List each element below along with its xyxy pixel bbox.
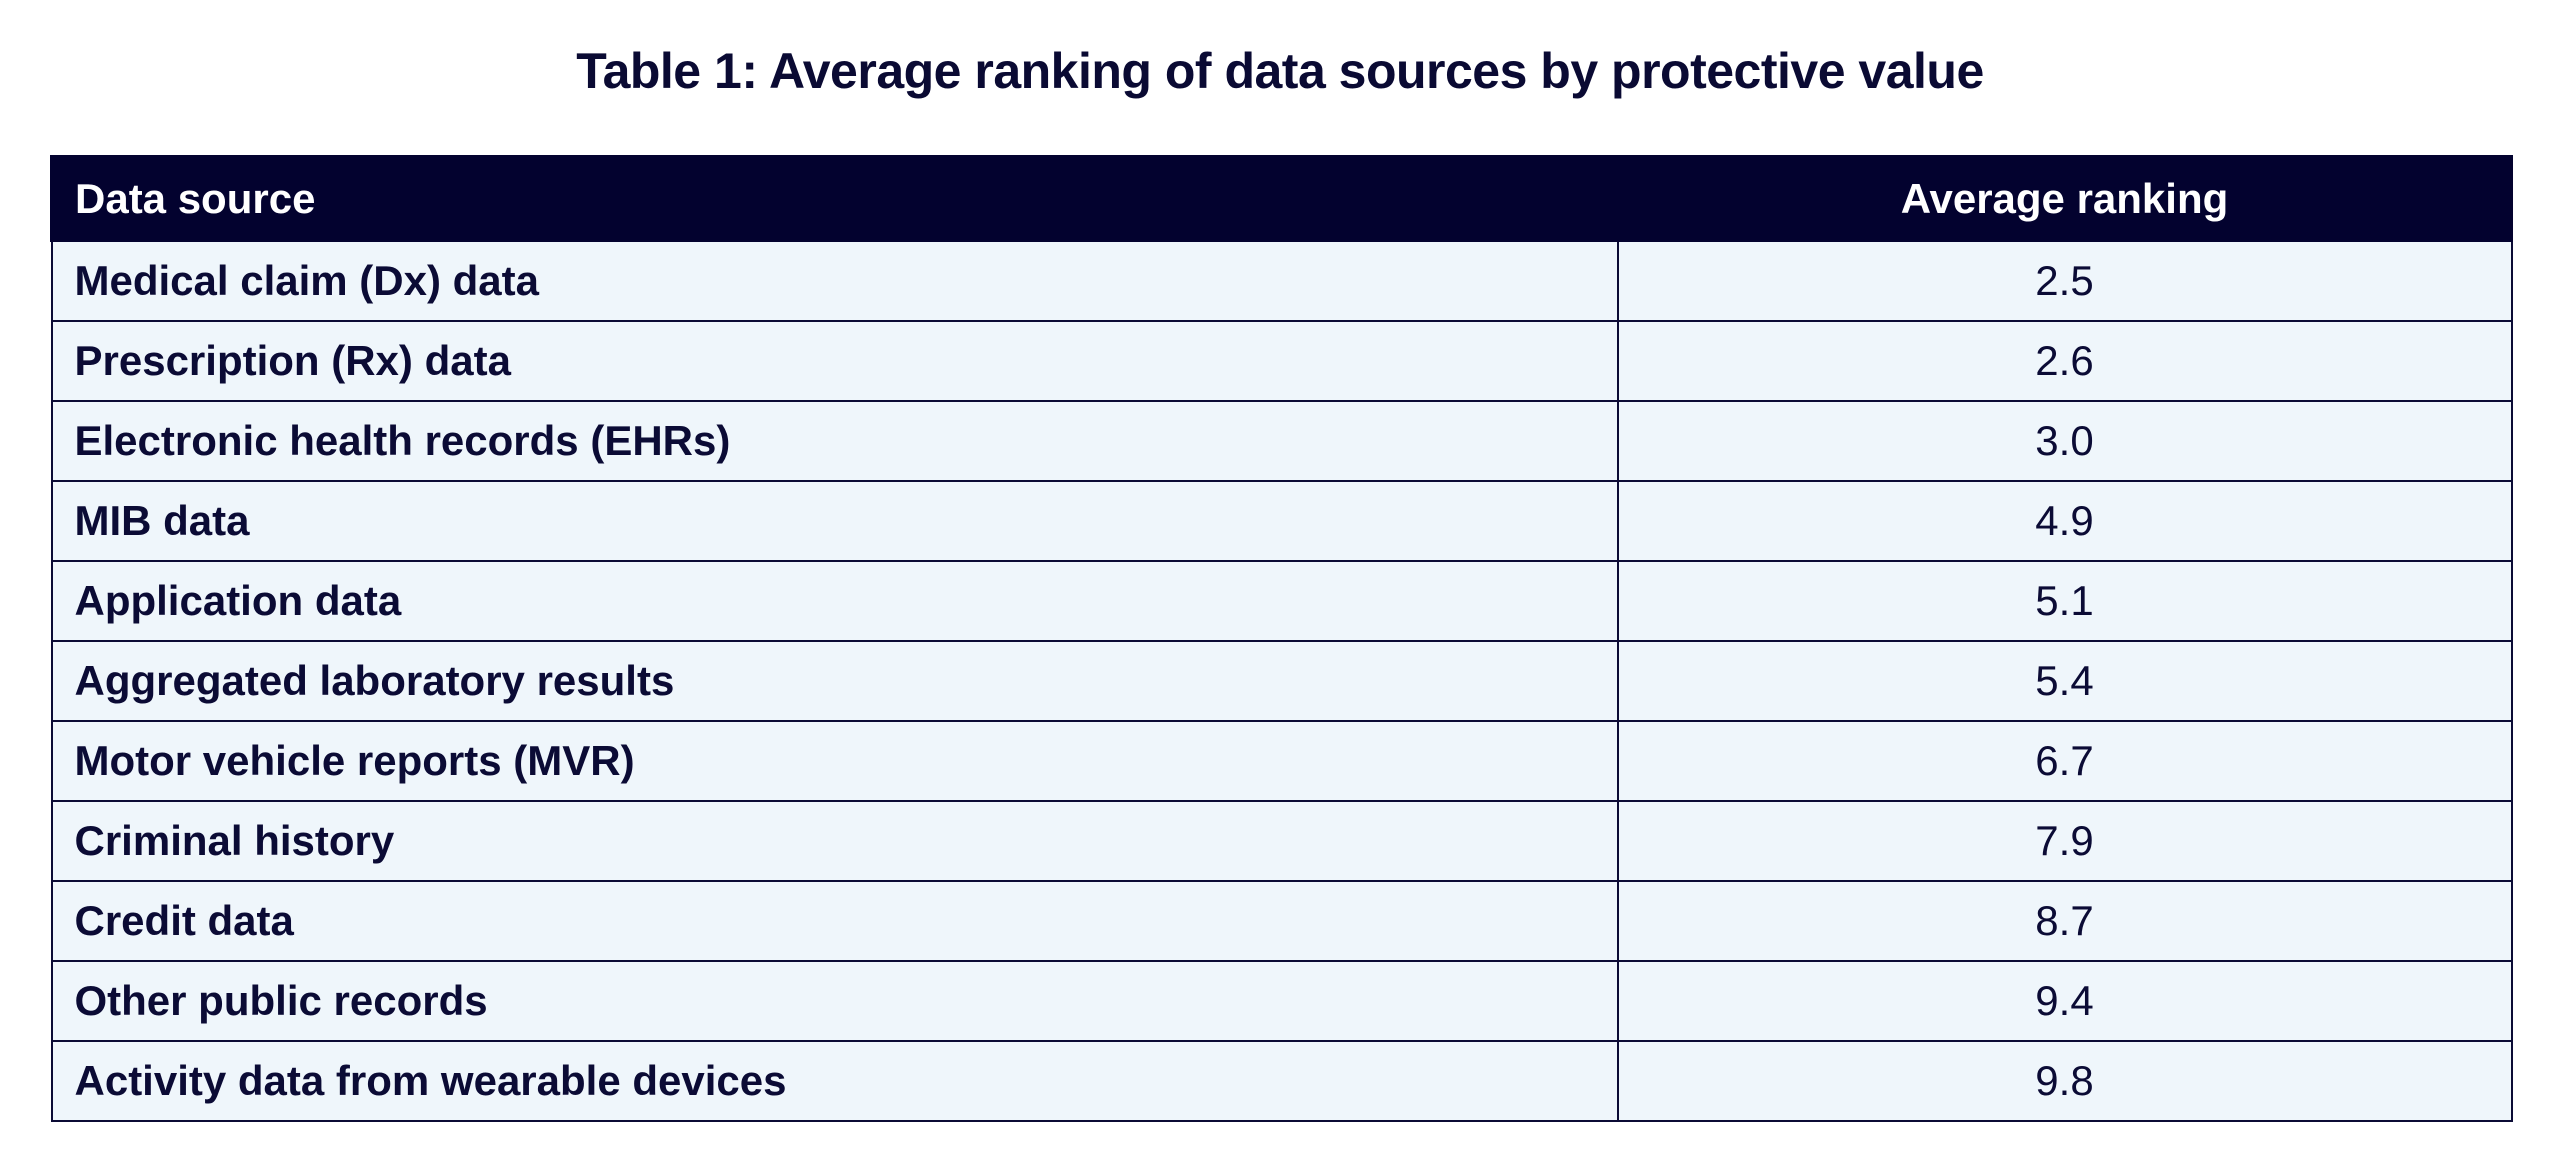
table-row: Electronic health records (EHRs) 3.0 — [50, 399, 2513, 482]
cell-average-ranking: 5.4 — [1616, 639, 2513, 722]
table-row: Aggregated laboratory results 5.4 — [50, 639, 2513, 722]
table-row: Other public records 9.4 — [50, 959, 2513, 1042]
cell-average-ranking: 4.9 — [1616, 479, 2513, 562]
cell-data-source: Motor vehicle reports (MVR) — [50, 719, 1619, 802]
table-header-row: Data source Average ranking — [50, 155, 2513, 242]
cell-data-source: Application data — [50, 559, 1619, 642]
table-row: Motor vehicle reports (MVR) 6.7 — [50, 719, 2513, 802]
cell-average-ranking: 9.8 — [1616, 1039, 2513, 1122]
cell-data-source: Credit data — [50, 879, 1619, 962]
table-body: Medical claim (Dx) data 2.5 Prescription… — [50, 239, 2513, 1122]
cell-data-source: MIB data — [50, 479, 1619, 562]
cell-average-ranking: 9.4 — [1616, 959, 2513, 1042]
table-row: Activity data from wearable devices 9.8 — [50, 1039, 2513, 1122]
table-row: Prescription (Rx) data 2.6 — [50, 319, 2513, 402]
cell-average-ranking: 3.0 — [1616, 399, 2513, 482]
cell-data-source: Medical claim (Dx) data — [50, 239, 1619, 322]
cell-average-ranking: 6.7 — [1616, 719, 2513, 802]
cell-average-ranking: 5.1 — [1616, 559, 2513, 642]
ranking-table: Data source Average ranking Medical clai… — [50, 155, 2513, 1122]
cell-average-ranking: 8.7 — [1616, 879, 2513, 962]
cell-data-source: Electronic health records (EHRs) — [50, 399, 1619, 482]
cell-data-source: Other public records — [50, 959, 1619, 1042]
cell-average-ranking: 2.5 — [1616, 239, 2513, 322]
cell-data-source: Activity data from wearable devices — [50, 1039, 1619, 1122]
cell-data-source: Prescription (Rx) data — [50, 319, 1619, 402]
table-header: Data source Average ranking — [50, 155, 2513, 242]
cell-average-ranking: 7.9 — [1616, 799, 2513, 882]
table-row: Credit data 8.7 — [50, 879, 2513, 962]
page-title: Table 1: Average ranking of data sources… — [576, 43, 1984, 99]
table-row: Criminal history 7.9 — [50, 799, 2513, 882]
column-header-data-source: Data source — [50, 155, 1619, 242]
cell-average-ranking: 2.6 — [1616, 319, 2513, 402]
column-header-average-ranking: Average ranking — [1616, 155, 2513, 242]
table-row: Application data 5.1 — [50, 559, 2513, 642]
table-row: Medical claim (Dx) data 2.5 — [50, 239, 2513, 322]
table-row: MIB data 4.9 — [50, 479, 2513, 562]
cell-data-source: Criminal history — [50, 799, 1619, 882]
cell-data-source: Aggregated laboratory results — [50, 639, 1619, 722]
